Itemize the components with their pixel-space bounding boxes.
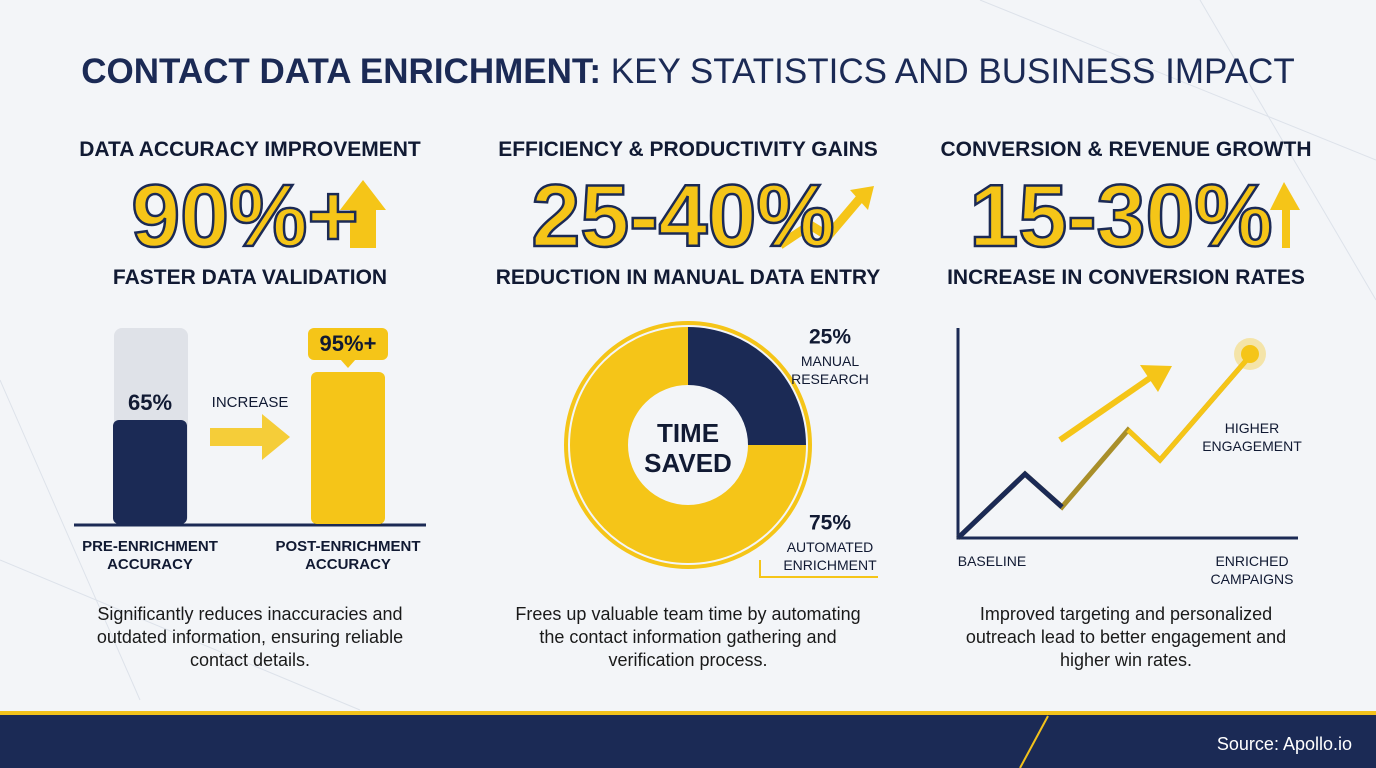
donut-center: TIME SAVED: [644, 418, 732, 478]
panel-heading: CONVERSION & REVENUE GROWTH: [940, 138, 1312, 161]
trend-arrow: [777, 193, 866, 249]
panel-subheading: REDUCTION IN MANUAL DATA ENTRY: [495, 266, 881, 289]
x-start-label: BASELINE: [957, 553, 1027, 569]
footer: [0, 715, 1376, 768]
increase-arrow: [210, 414, 290, 460]
big-stat: 25-40%: [531, 166, 834, 265]
bar-name: POST-ENRICHMENT ACCURACY: [275, 538, 421, 573]
big-stat: 15-30%: [969, 166, 1272, 265]
up-arrow: [1270, 182, 1300, 248]
panel-subheading: INCREASE IN CONVERSION RATES: [947, 266, 1305, 289]
bar-label: 65%: [128, 390, 172, 415]
source: Source: Apollo.io: [1216, 734, 1352, 754]
panel-description: Frees up valuable team time by automatin…: [515, 604, 861, 670]
slice-value: 25%: [809, 326, 851, 349]
growth-arrow: [1058, 375, 1152, 443]
slice-name: MANUAL RESEARCH: [791, 353, 869, 387]
footer-accent: [1019, 715, 1049, 768]
bar-name: PRE-ENRICHMENT ACCURACY: [82, 538, 218, 573]
value-badge: [308, 328, 388, 360]
arrow-label: INCREASE: [211, 394, 289, 411]
donut-slice: [570, 327, 806, 563]
bar-label: 95%+: [320, 331, 377, 356]
panel-heading: EFFICIENCY & PRODUCTIVITY GAINS: [498, 138, 878, 161]
badge-pointer: [340, 359, 356, 368]
donut-ring: [564, 321, 812, 569]
trend-line-end: [1126, 354, 1252, 464]
donut-slice: [686, 327, 806, 447]
growth-arrow-head: [1140, 365, 1172, 392]
slice-value: 75%: [809, 512, 851, 535]
x-end-label: ENRICHED CAMPAIGNS: [1210, 553, 1294, 587]
trend-line-start: [956, 470, 1064, 540]
title-rest: KEY STATISTICS AND BUSINESS IMPACT: [610, 52, 1295, 91]
panel-heading: DATA ACCURACY IMPROVEMENT: [79, 138, 421, 161]
background-lines: [0, 0, 1376, 711]
bar: [311, 372, 385, 524]
title: CONTACT DATA ENRICHMENT: KEY STATISTICS …: [0, 52, 1376, 92]
trend-arrow-head: [850, 186, 874, 210]
title-bold: CONTACT DATA ENRICHMENT:: [81, 52, 602, 91]
footer-rule: [0, 711, 1376, 715]
big-stat: 90%+: [131, 166, 359, 265]
panel-description: Improved targeting and personalized outr…: [965, 604, 1287, 670]
panel-description: Significantly reduces inaccuracies and o…: [96, 604, 404, 670]
up-arrow: [340, 180, 386, 248]
highlight-dot: [1241, 345, 1259, 363]
annotation: HIGHER ENGAGEMENT: [1202, 420, 1302, 454]
panel-subheading: FASTER DATA VALIDATION: [112, 266, 388, 289]
leader: [759, 560, 878, 578]
bar: [113, 420, 187, 524]
slice-name: AUTOMATED ENRICHMENT: [783, 539, 877, 573]
